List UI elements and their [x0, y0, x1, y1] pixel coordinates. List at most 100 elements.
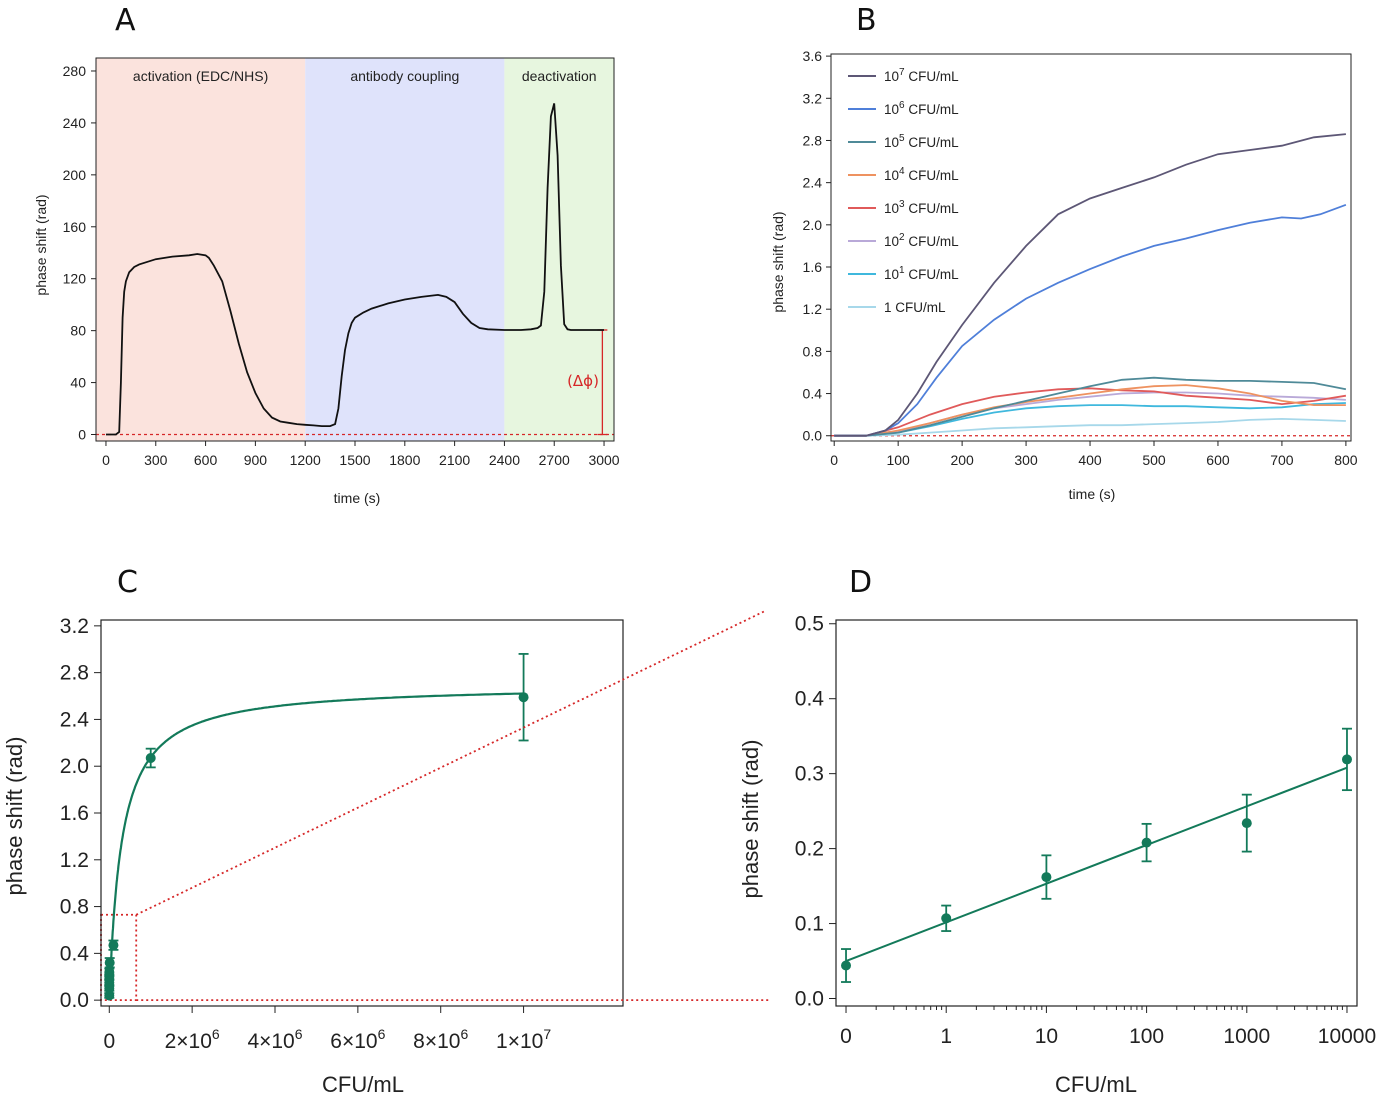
panel-b-ytick-label: 1.6 — [803, 259, 823, 275]
legend-entry: 106 CFU/mL — [884, 100, 959, 117]
panel-b-series-8 — [834, 417, 1346, 437]
panel-a-ytick-label: 120 — [63, 271, 87, 287]
panel-b-series-2 — [834, 203, 1347, 437]
panel-d-xtick-label: 10000 — [1318, 1025, 1376, 1048]
panel-b-ytick-label: 0.4 — [803, 386, 823, 402]
panel-c-ytick-label: 2.8 — [60, 662, 89, 685]
panel-d-point — [941, 913, 952, 924]
panel-a-xtick-label: 1800 — [389, 452, 420, 468]
panel-b-xtick-label: 200 — [950, 452, 974, 468]
panel-b-series-1 — [834, 133, 1346, 437]
panel-c: C 0 2×106 4×106 6×106 8×106 1×107 0.0 0.4 0.8 1.2… — [2, 565, 624, 1097]
panel-d-xtick-label: 1 — [940, 1025, 952, 1048]
panel-d-ytick-label: 0.4 — [795, 688, 825, 711]
panel-b-series-4 — [834, 384, 1346, 437]
panel-a-ytick-label: 80 — [70, 323, 86, 339]
legend-entry: 1 CFU/mL — [884, 300, 946, 315]
panel-b-xtick-label: 100 — [886, 452, 910, 468]
panel-b-legend: 107 CFU/mL 106 CFU/mL 105 CFU/mL 104 CFU/mL… — [848, 67, 959, 315]
panel-d: D 0 1 10 100 1000 10000 0.0 0.1 0.2 0.3 0.4 0.5 CFU… — [738, 565, 1376, 1097]
panel-a-region-label-3: deactivation — [522, 68, 597, 84]
panel-d-point — [1041, 872, 1052, 883]
panel-b-xtick-label: 0 — [830, 452, 838, 468]
panel-b-ylabel: phase shift (rad) — [770, 211, 786, 312]
panel-c-point — [518, 692, 529, 703]
panel-b-letter: B — [856, 3, 877, 38]
panel-d-xtick-label: 100 — [1129, 1025, 1164, 1048]
panel-b-xtick-label: 500 — [1142, 452, 1166, 468]
panel-a-region-1 — [96, 58, 306, 441]
panel-b-series-5 — [834, 387, 1347, 437]
legend-entry: 105 CFU/mL — [884, 133, 959, 150]
zoom-connector-top — [135, 610, 766, 916]
panel-c-fit-curve — [108, 692, 524, 1001]
panel-b-ytick-label: 3.2 — [803, 90, 823, 106]
panel-a-trace — [106, 103, 604, 436]
panel-b-xtick-label: 300 — [1014, 452, 1038, 468]
panel-a-ylabel: phase shift (rad) — [33, 194, 49, 295]
panel-a-xtick-label: 1200 — [290, 452, 321, 468]
panel-a-region-2 — [305, 58, 505, 441]
panel-a-xtick-label: 3000 — [588, 452, 619, 468]
panel-b-ytick-label: 3.6 — [803, 48, 823, 64]
panel-a-xtick-label: 1500 — [339, 452, 370, 468]
panel-a-xtick-label: 0 — [102, 452, 110, 468]
panel-c-point — [145, 753, 156, 764]
panel-c-ytick-label: 2.0 — [60, 755, 89, 778]
panel-d-xtick-label: 10 — [1035, 1025, 1058, 1048]
panel-a-ytick-label: 280 — [63, 63, 87, 79]
panel-a-xtick-label: 900 — [244, 452, 268, 468]
panel-c-xtick-label: 6×106 — [330, 1026, 385, 1053]
panel-a-ytick-label: 160 — [63, 219, 87, 235]
panel-b-series-3 — [834, 376, 1347, 437]
panel-d-frame — [835, 619, 1358, 1007]
panel-a-ytick-label: 240 — [63, 115, 87, 131]
panel-d-xtick-label: 0 — [840, 1025, 852, 1048]
panel-c-ytick-label: 0.8 — [60, 896, 89, 919]
panel-c-ytick-label: 3.2 — [60, 615, 89, 638]
panel-c-xtick-label: 0 — [103, 1030, 115, 1053]
panel-a-ytick-label: 40 — [70, 375, 86, 391]
panel-c-xlabel: CFU/mL — [322, 1072, 404, 1097]
legend-entry: 103 CFU/mL — [884, 199, 959, 216]
panel-c-ytick-label: 2.4 — [60, 708, 90, 731]
panel-d-ylabel: phase shift (rad) — [738, 740, 763, 899]
panel-a-xtick-label: 2700 — [539, 452, 570, 468]
zoom-connectors — [135, 610, 770, 1002]
panel-d-ytick-label: 0.0 — [795, 988, 824, 1011]
panel-a-region-3 — [504, 58, 614, 441]
panel-d-point — [1341, 754, 1352, 765]
panel-c-xtick-label: 2×106 — [165, 1026, 220, 1053]
panel-a-region-label-1: activation (EDC/NHS) — [133, 68, 268, 84]
panel-b: B 0 100 200 300 400 500 600 700 800 0.0 0.4 0.8 1.2 1… — [770, 3, 1358, 502]
panel-b-ytick-label: 0.0 — [803, 428, 823, 444]
panel-b-xtick-label: 600 — [1206, 452, 1230, 468]
panel-c-ytick-label: 1.2 — [60, 849, 89, 872]
panel-a-ytick-label: 0 — [78, 427, 86, 443]
panel-c-ylabel: phase shift (rad) — [2, 737, 27, 896]
panel-d-ytick-label: 0.3 — [795, 763, 824, 786]
panel-c-point — [104, 990, 115, 1001]
panel-b-xlabel: time (s) — [1069, 486, 1116, 502]
legend-entry: 101 CFU/mL — [884, 265, 959, 282]
panel-a-xtick-label: 2400 — [489, 452, 520, 468]
panel-b-xtick-label: 400 — [1078, 452, 1102, 468]
panel-a-delta-phi: (Δϕ) — [567, 372, 599, 390]
panel-c-letter: C — [117, 565, 138, 600]
panel-a-xtick-label: 600 — [194, 452, 218, 468]
panel-b-ytick-label: 2.4 — [803, 175, 823, 191]
panel-c-frame — [100, 619, 624, 1007]
panel-d-ytick-label: 0.2 — [795, 838, 824, 861]
panel-c-xtick-label: 4×106 — [247, 1026, 302, 1053]
panel-d-point — [1241, 818, 1252, 829]
panel-b-xtick-label: 700 — [1270, 452, 1294, 468]
legend-entry: 102 CFU/mL — [884, 232, 959, 249]
panel-a-letter: A — [115, 3, 136, 38]
panel-b-frame — [830, 53, 1352, 442]
panel-c-ytick-label: 1.6 — [60, 802, 89, 825]
panel-d-xtick-label: 1000 — [1223, 1025, 1270, 1048]
panel-c-point — [108, 940, 119, 951]
panel-d-letter: D — [849, 565, 872, 600]
panel-b-ytick-label: 2.0 — [803, 217, 823, 233]
